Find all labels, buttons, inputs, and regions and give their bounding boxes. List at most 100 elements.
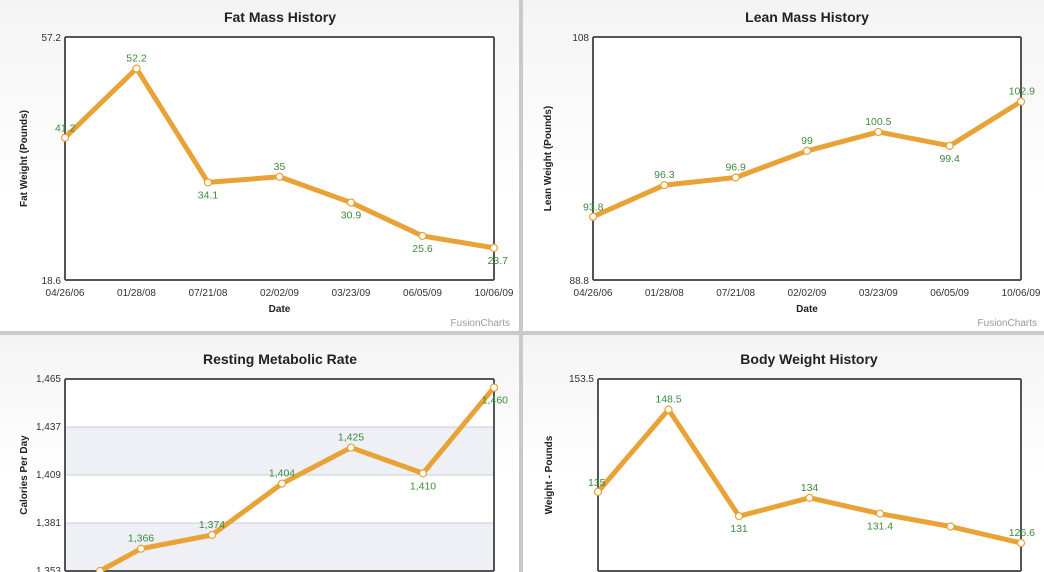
data-label: 35 [274,161,286,173]
data-point[interactable] [588,212,598,221]
x-tick-label: 03/23/09 [859,288,898,299]
data-label: 100.5 [865,116,891,128]
plot-area [598,379,1021,571]
data-point[interactable] [731,173,740,182]
chart-panel-body-weight: Body Weight History 153.5 Weight - Pounds 1… [523,335,1044,572]
y-tick-label: 18.6 [42,276,62,287]
chart-svg: Fat Mass History 57.2 18.6 Fat Weight (Poun… [19,9,514,329]
data-label: 34.1 [198,189,219,201]
chart-title: Resting Metabolic Rate [203,351,357,367]
data-point[interactable] [874,127,883,137]
data-point[interactable] [593,487,603,496]
chart-svg: Lean Mass History 108 88.8 Lean Weight (Pou… [543,9,1041,329]
chart-title: Fat Mass History [224,9,336,25]
x-axis-label: Date [269,304,291,315]
plot-area [593,37,1021,280]
x-tick-label: 07/21/08 [716,288,755,299]
data-label: 148.5 [655,393,681,405]
y-axis-label: Lean Weight (Pounds) [543,106,554,211]
x-tick-label: 10/06/09 [475,288,514,299]
y-tick-label: 1,465 [36,374,61,385]
data-point[interactable] [277,479,287,488]
y-axis-label: Fat Weight (Pounds) [19,110,30,207]
y-tick-label: 1,381 [36,518,61,529]
x-tick-label: 02/02/09 [788,288,827,299]
data-label: 99 [801,135,813,147]
data-label: 1,404 [269,468,295,480]
x-tick-label: 04/26/06 [574,288,613,299]
y-tick-label: 1,409 [36,470,61,481]
data-point[interactable] [802,146,812,156]
data-label: 1,366 [128,533,154,545]
data-point[interactable] [418,469,428,478]
data-point[interactable] [136,544,146,553]
y-tick-label: 153.5 [569,374,594,385]
data-point[interactable] [660,180,669,190]
chart-title: Body Weight History [740,351,878,367]
data-label: 96.3 [654,169,675,181]
data-point[interactable] [1016,538,1026,548]
chart-panel-resting-metabolic-rate: Resting Metabolic Rate 1,465 1,437 1,409 1,3… [0,335,519,572]
data-label: 96.9 [725,161,746,173]
grid-band [65,523,494,571]
data-point[interactable] [1016,97,1026,106]
x-tick-label: 03/23/09 [332,288,371,299]
chart-svg: Body Weight History 153.5 Weight - Pounds 1… [544,351,1035,572]
chart-panel-fat-mass: Fat Mass History 57.2 18.6 Fat Weight (Poun… [0,0,519,331]
y-tick-label: 57.2 [42,33,62,44]
y-tick-label: 1,437 [36,422,61,433]
data-point[interactable] [275,172,284,181]
data-point[interactable] [60,133,70,142]
data-label: 131 [730,523,748,535]
data-point[interactable] [207,530,217,540]
chart-credit[interactable]: FusionCharts [451,318,510,329]
data-point[interactable] [946,522,955,531]
y-axis-label: Weight - Pounds [544,435,555,514]
x-tick-label: 07/21/08 [189,288,228,299]
data-label: 126.6 [1009,527,1035,539]
y-axis-label: Calories Per Day [19,435,30,515]
data-label: 1,460 [482,395,508,407]
data-point[interactable] [203,178,213,187]
x-tick-label: 01/28/08 [645,288,684,299]
x-tick-label: 06/05/09 [930,288,969,299]
data-point[interactable] [805,493,814,502]
data-point[interactable] [95,566,105,572]
data-point[interactable] [664,405,673,414]
data-point[interactable] [132,64,141,73]
data-label: 52.2 [126,52,147,64]
x-tick-label: 02/02/09 [260,288,299,299]
y-tick-label: 88.8 [570,276,590,287]
chart-panel-lean-mass: Lean Mass History 108 88.8 Lean Weight (Pou… [523,0,1044,331]
data-point[interactable] [489,383,499,392]
x-tick-label: 04/26/06 [46,288,85,299]
data-label: 99.4 [939,153,960,165]
data-label: 93.8 [583,202,604,214]
x-tick-label: 06/05/09 [403,288,442,299]
data-label: 41.2 [55,123,76,135]
data-point[interactable] [945,141,954,150]
data-label: 134 [801,482,819,494]
grid-band [65,427,494,475]
y-tick-label: 1,353 [36,566,61,572]
x-tick-label: 10/06/09 [1002,288,1041,299]
data-label: 102.9 [1009,86,1035,98]
data-point[interactable] [489,243,499,252]
data-point[interactable] [418,231,427,241]
data-label: 25.6 [412,243,433,255]
data-point[interactable] [346,198,356,207]
data-label: 1,374 [199,519,225,531]
chart-credit[interactable]: FusionCharts [978,318,1037,329]
x-axis-label: Date [796,304,818,315]
data-point[interactable] [734,512,744,521]
chart-svg: Resting Metabolic Rate 1,465 1,437 1,409 1,3… [19,351,508,572]
data-label: 135 [588,477,606,489]
data-label: 1,410 [410,480,436,492]
data-label: 30.9 [341,210,362,222]
data-label: 131.4 [867,521,893,533]
data-point[interactable] [875,509,885,518]
data-point[interactable] [346,443,356,452]
data-label: 1,425 [338,432,364,444]
x-tick-label: 01/28/08 [117,288,156,299]
